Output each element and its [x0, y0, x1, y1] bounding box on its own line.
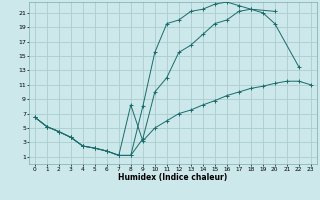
- X-axis label: Humidex (Indice chaleur): Humidex (Indice chaleur): [118, 173, 228, 182]
